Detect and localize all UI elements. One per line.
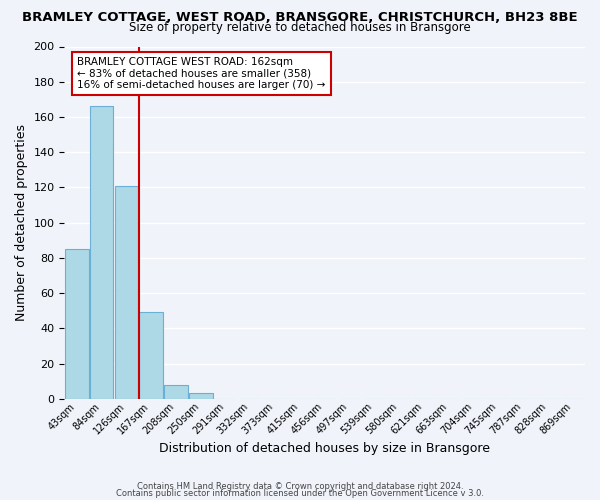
Text: Contains HM Land Registry data © Crown copyright and database right 2024.: Contains HM Land Registry data © Crown c… xyxy=(137,482,463,491)
Text: Contains public sector information licensed under the Open Government Licence v : Contains public sector information licen… xyxy=(116,489,484,498)
Bar xyxy=(65,249,89,399)
Bar xyxy=(90,106,113,399)
Bar xyxy=(115,186,138,399)
Bar xyxy=(164,384,188,399)
Text: BRAMLEY COTTAGE, WEST ROAD, BRANSGORE, CHRISTCHURCH, BH23 8BE: BRAMLEY COTTAGE, WEST ROAD, BRANSGORE, C… xyxy=(22,11,578,24)
Bar xyxy=(189,394,212,399)
X-axis label: Distribution of detached houses by size in Bransgore: Distribution of detached houses by size … xyxy=(159,442,490,455)
Bar xyxy=(139,312,163,399)
Text: BRAMLEY COTTAGE WEST ROAD: 162sqm
← 83% of detached houses are smaller (358)
16%: BRAMLEY COTTAGE WEST ROAD: 162sqm ← 83% … xyxy=(77,57,326,90)
Y-axis label: Number of detached properties: Number of detached properties xyxy=(15,124,28,321)
Text: Size of property relative to detached houses in Bransgore: Size of property relative to detached ho… xyxy=(129,22,471,35)
